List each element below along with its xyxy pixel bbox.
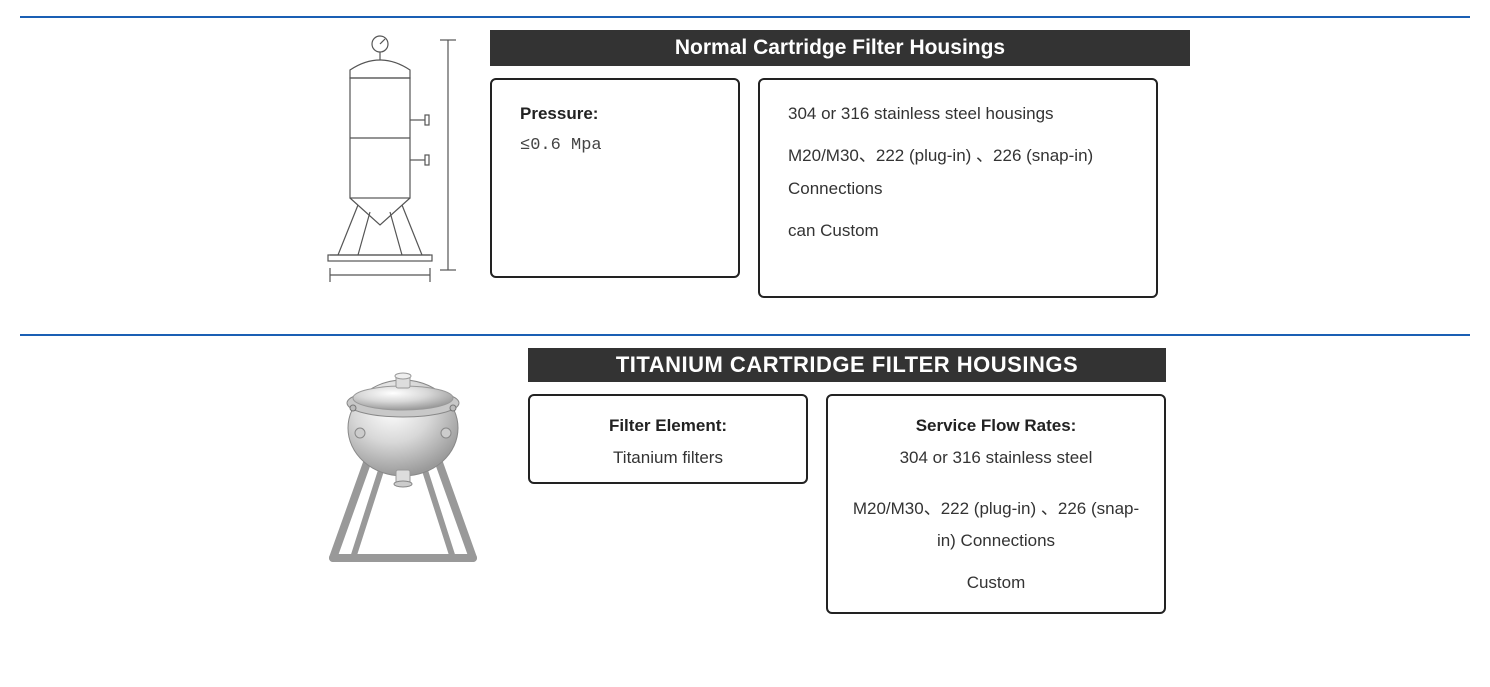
pressure-value: ≤0.6 Mpa <box>520 130 710 162</box>
pressure-box: Pressure: ≤0.6 Mpa <box>490 78 740 278</box>
flow-line3: Custom <box>848 567 1144 599</box>
filter-element-label: Filter Element: <box>550 410 786 442</box>
photo-titanium-housing <box>298 348 508 578</box>
filter-element-box: Filter Element: Titanium filters <box>528 394 808 484</box>
top-divider <box>20 16 1470 18</box>
diagram-normal-housing <box>310 30 470 290</box>
flow-label: Service Flow Rates: <box>848 410 1144 442</box>
section-titanium-cartridge: TITANIUM CARTRIDGE FILTER HOUSINGS Filte… <box>20 348 1470 644</box>
housing-schematic-icon <box>310 30 470 290</box>
spec1-line2: M20/M30、222 (plug-in) 、226 (snap-in) Con… <box>788 140 1128 205</box>
spec1-line3: can Custom <box>788 215 1128 247</box>
section2-title: TITANIUM CARTRIDGE FILTER HOUSINGS <box>616 352 1078 377</box>
section2-title-bar: TITANIUM CARTRIDGE FILTER HOUSINGS <box>528 348 1166 382</box>
pressure-label: Pressure: <box>520 98 710 130</box>
section1-title: Normal Cartridge Filter Housings <box>675 36 1005 59</box>
titanium-housing-icon <box>298 348 508 578</box>
service-flow-box: Service Flow Rates: 304 or 316 stainless… <box>826 394 1166 614</box>
flow-line1: 304 or 316 stainless steel <box>848 442 1144 474</box>
spec-box-1: 304 or 316 stainless steel housings M20/… <box>758 78 1158 298</box>
spec1-line1: 304 or 316 stainless steel housings <box>788 98 1128 130</box>
flow-line2: M20/M30、222 (plug-in) 、226 (snap-in) Con… <box>848 493 1144 558</box>
section1-title-bar: Normal Cartridge Filter Housings <box>490 30 1190 66</box>
section-normal-cartridge: Normal Cartridge Filter Housings Pressur… <box>20 30 1470 328</box>
mid-divider <box>20 334 1470 336</box>
filter-element-value: Titanium filters <box>550 442 786 474</box>
